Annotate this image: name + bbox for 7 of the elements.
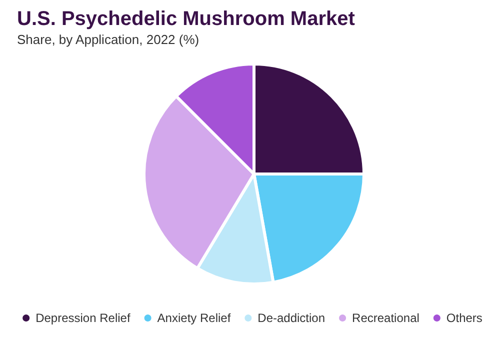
legend-label: Recreational xyxy=(352,311,420,325)
legend-label: Depression Relief xyxy=(36,311,131,325)
legend-label: Anxiety Relief xyxy=(157,311,232,325)
chart-title: U.S. Psychedelic Mushroom Market xyxy=(17,8,356,30)
legend-label: Others xyxy=(446,311,482,325)
legend-label: De-addiction xyxy=(258,311,326,325)
chart-subtitle: Share, by Application, 2022 (%) xyxy=(17,32,200,47)
